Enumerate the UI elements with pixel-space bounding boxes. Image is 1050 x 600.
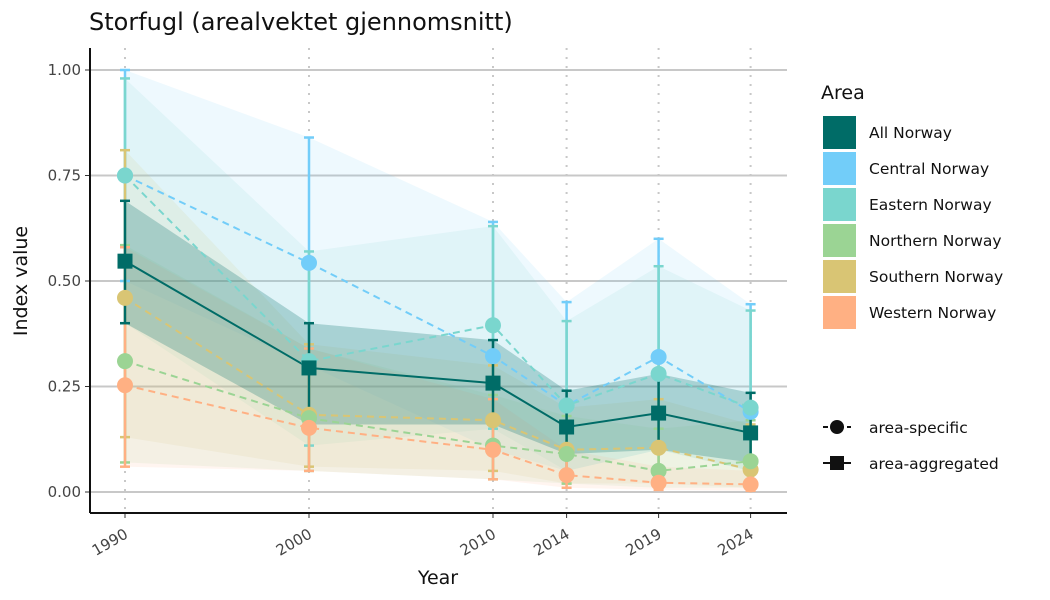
- ci-band-southern-norway: [125, 150, 751, 488]
- point-all-norway: [117, 253, 133, 269]
- point-western-norway: [485, 441, 501, 458]
- point-northern-norway: [742, 453, 759, 470]
- legend-square-icon: [830, 456, 844, 470]
- ci-band-eastern-norway: [125, 78, 751, 471]
- x-tick-label: 2000: [273, 525, 315, 560]
- x-tick-label: 1990: [89, 525, 131, 560]
- point-western-norway: [117, 377, 133, 394]
- legend-label: Central Norway: [869, 160, 989, 178]
- legend-shape-label: area-specific: [869, 419, 968, 437]
- y-tick-label: 0.50: [48, 272, 81, 290]
- series-line-northern-norway: [124, 360, 751, 472]
- point-all-norway: [743, 425, 759, 441]
- legend-swatch: [823, 260, 856, 293]
- legend-label: Northern Norway: [869, 232, 1002, 250]
- point-all-norway: [301, 360, 317, 376]
- ci-band-central-norway: [125, 70, 751, 471]
- point-eastern-norway: [117, 167, 133, 184]
- legend-circle-icon: [830, 420, 844, 434]
- legend-label: All Norway: [869, 124, 952, 142]
- legend-label: Southern Norway: [869, 268, 1003, 286]
- x-tick-label: 2024: [715, 525, 757, 560]
- chart-title: Storfugl (arealvektet gjennomsnitt): [89, 8, 513, 36]
- series-line-southern-norway: [124, 297, 751, 471]
- series-line-all-norway: [124, 260, 751, 434]
- point-western-norway: [742, 476, 759, 493]
- series-line-western-norway: [124, 384, 751, 486]
- point-western-norway: [558, 467, 575, 484]
- series-line-central-norway: [124, 174, 752, 413]
- legend-title: Area: [821, 82, 865, 104]
- x-tick-label: 2010: [457, 525, 499, 560]
- point-southern-norway: [650, 439, 667, 456]
- point-central-norway: [485, 348, 501, 365]
- point-eastern-norway: [485, 317, 501, 334]
- point-southern-norway: [485, 412, 501, 429]
- point-eastern-norway: [650, 365, 667, 382]
- point-central-norway: [650, 348, 667, 365]
- point-all-norway: [485, 375, 501, 391]
- y-tick-label: 1.00: [48, 61, 81, 79]
- ci-band-western-norway: [125, 247, 751, 491]
- point-southern-norway: [117, 289, 133, 306]
- y-axis-label: Index value: [10, 226, 32, 336]
- legend-swatch: [823, 188, 856, 221]
- y-tick-label: 0.75: [48, 167, 81, 185]
- series-line-eastern-norway: [124, 174, 751, 409]
- point-eastern-norway: [742, 399, 759, 416]
- point-all-norway: [559, 419, 575, 435]
- x-tick-label: 2019: [623, 525, 665, 560]
- legend-swatch: [823, 152, 856, 185]
- ci-band-northern-norway: [125, 245, 751, 488]
- legend-swatch: [823, 296, 856, 329]
- point-northern-norway: [117, 353, 133, 370]
- x-axis-label: Year: [417, 567, 458, 589]
- point-central-norway: [301, 254, 317, 271]
- point-all-norway: [651, 405, 667, 421]
- legend-shape-label: area-aggregated: [869, 455, 999, 473]
- legend-label: Western Norway: [869, 304, 996, 322]
- legend-swatch: [823, 224, 856, 257]
- point-eastern-norway: [558, 397, 575, 414]
- point-northern-norway: [650, 462, 667, 479]
- y-tick-label: 0.25: [48, 378, 81, 396]
- point-northern-norway: [558, 446, 575, 463]
- legend-swatch: [823, 116, 856, 149]
- legend-label: Eastern Norway: [869, 196, 992, 214]
- point-western-norway: [650, 474, 667, 491]
- x-tick-label: 2014: [531, 525, 573, 560]
- y-tick-label: 0.00: [48, 483, 81, 501]
- point-western-norway: [301, 419, 317, 436]
